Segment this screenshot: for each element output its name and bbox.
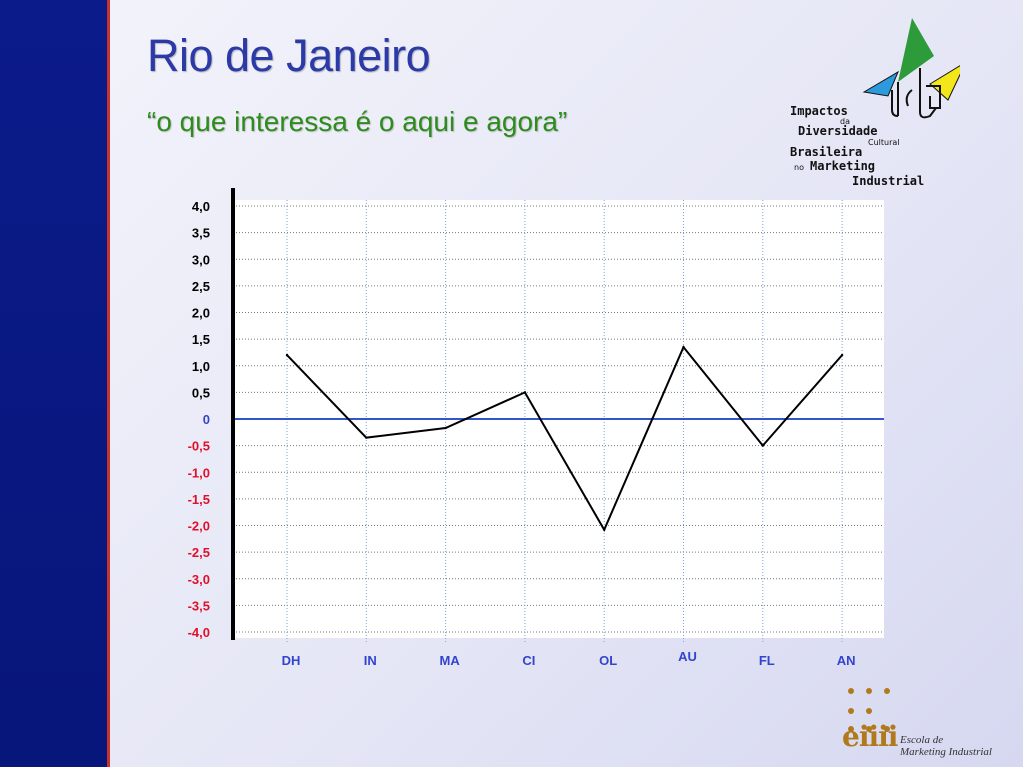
- logo-word-no: no: [794, 163, 804, 172]
- y-tick-label: 0: [203, 412, 210, 427]
- sidebar-edge-line: [107, 0, 110, 767]
- logo-word-cultural: Cultural: [868, 138, 900, 147]
- logo-dot: [884, 726, 890, 732]
- x-tick-label: IN: [364, 653, 377, 668]
- logo-dot: [866, 726, 872, 732]
- x-tick-label: MA: [439, 653, 460, 668]
- data-point: [444, 426, 447, 430]
- x-tick-label: OL: [599, 653, 617, 668]
- x-tick-label: AU: [678, 649, 697, 664]
- slide-subtitle: “o que interessa é o aqui e agora”: [147, 106, 568, 137]
- y-tick-label: -3,0: [188, 572, 210, 587]
- y-tick-label: 3,5: [192, 226, 210, 241]
- slide-title: Rio de Janeiro: [147, 30, 431, 81]
- data-point: [285, 353, 289, 357]
- sidebar-band: [0, 0, 107, 767]
- y-tick-label: 2,5: [192, 279, 210, 294]
- series-line: [286, 345, 843, 532]
- y-tick-label: -1,5: [188, 492, 210, 507]
- data-point: [840, 353, 844, 357]
- horizontal-gridlines: [233, 205, 884, 633]
- data-point: [682, 345, 685, 349]
- y-tick-label: 1,5: [192, 332, 210, 347]
- y-tick-label: -3,5: [188, 598, 210, 613]
- school-mark: eiiii: [842, 720, 898, 753]
- y-tick-label: -0,5: [188, 439, 210, 454]
- x-tick-label: AN: [837, 653, 856, 668]
- school-logo: eiiii Escola de Marketing Industrial: [842, 684, 1017, 764]
- logo-word-industrial: Industrial: [852, 174, 925, 188]
- logo-dot: [866, 688, 872, 694]
- y-tick-labels: 4,0 3,5 3,0 2,5 2,0 1,5 1,0 0,5 0 -0,5 -1,0 -1,5 -2,…: [188, 199, 210, 640]
- logo-word-diversidade: Diversidade: [798, 124, 878, 138]
- series-line-group: [285, 345, 844, 532]
- y-tick-label: 1,0: [192, 359, 210, 374]
- x-tick-label: CI: [522, 653, 535, 668]
- data-point: [761, 444, 764, 447]
- logo-dot: [866, 708, 872, 714]
- y-tick-label: -2,0: [188, 519, 210, 534]
- logo-word-marketing: Marketing: [810, 159, 876, 173]
- y-tick-label: -1,0: [188, 465, 210, 480]
- y-tick-label: -4,0: [188, 625, 210, 640]
- logo-word-impactos: Impactos: [790, 104, 848, 118]
- y-tick-label: 2,0: [192, 306, 210, 321]
- data-point: [523, 391, 527, 394]
- impactos-logo: Impactos da Diversidade Cultural Brasile…: [780, 12, 968, 192]
- logo-word-da: da: [840, 117, 850, 126]
- logo-dot: [848, 726, 854, 732]
- data-point: [365, 436, 368, 439]
- school-name-line1: Escola de: [900, 734, 944, 746]
- logo-dot: [884, 688, 890, 694]
- x-tick-label: DH: [282, 653, 301, 668]
- logo-dot: [848, 708, 854, 714]
- x-tick-labels: DH IN MA CI OL AU FL AN: [282, 649, 856, 668]
- y-tick-label: 4,0: [192, 199, 210, 214]
- y-tick-label: 3,0: [192, 252, 210, 267]
- x-tick-label: FL: [759, 653, 775, 668]
- logo-word-brasileira: Brasileira: [790, 145, 863, 159]
- logo-dot: [848, 688, 854, 694]
- school-name-line2: Marketing Industrial: [900, 746, 992, 758]
- data-point: [603, 528, 606, 531]
- y-tick-label: 0,5: [192, 385, 210, 400]
- logo-tree-icon: [862, 18, 968, 119]
- y-tick-label: -2,5: [188, 545, 210, 560]
